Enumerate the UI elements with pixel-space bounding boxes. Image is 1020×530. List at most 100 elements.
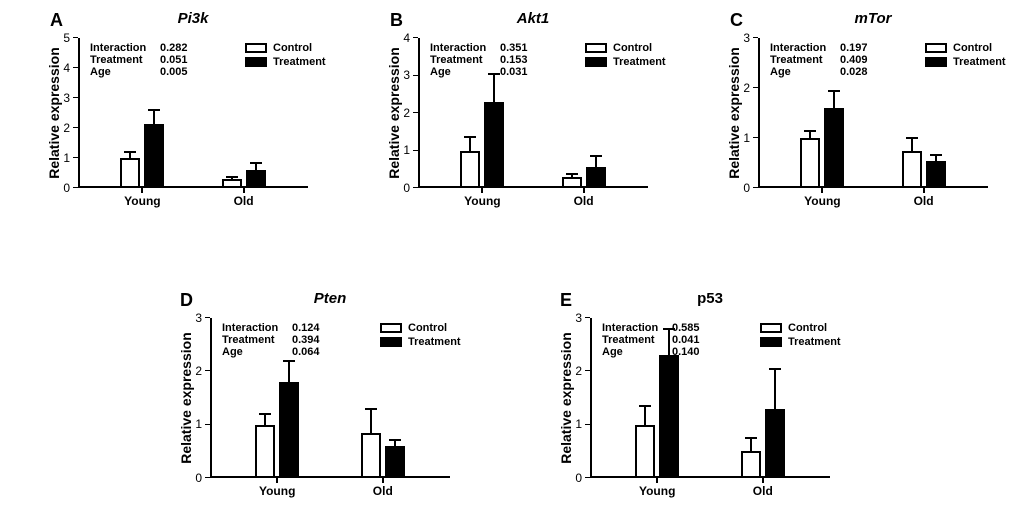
error-cap bbox=[639, 405, 651, 407]
error-bar bbox=[288, 361, 290, 382]
xtick-label: Young bbox=[102, 194, 182, 208]
error-cap bbox=[828, 90, 840, 92]
panel-label: D bbox=[180, 290, 193, 311]
xtick-mark bbox=[276, 478, 278, 483]
xtick-mark bbox=[923, 188, 925, 193]
ytick-mark bbox=[73, 127, 78, 128]
xtick-label: Old bbox=[204, 194, 284, 208]
ytick-mark bbox=[73, 187, 78, 188]
x-axis bbox=[210, 476, 450, 478]
ytick-mark bbox=[413, 112, 418, 113]
ytick-mark bbox=[413, 187, 418, 188]
error-cap bbox=[566, 173, 578, 175]
panel-label: C bbox=[730, 10, 743, 31]
error-bar bbox=[750, 438, 752, 451]
error-cap bbox=[590, 155, 602, 157]
x-axis bbox=[758, 186, 988, 188]
bar-treatment bbox=[279, 382, 299, 478]
xtick-mark bbox=[821, 188, 823, 193]
plot-area: 0123Relative expressionYoungOld bbox=[590, 318, 830, 478]
ytick-mark bbox=[413, 75, 418, 76]
panel-A: APi3kInteraction0.282Treatment0.051Age0.… bbox=[20, 10, 340, 220]
bar-control bbox=[460, 151, 480, 189]
ytick-mark bbox=[753, 187, 758, 188]
ytick-mark bbox=[585, 317, 590, 318]
x-axis bbox=[418, 186, 648, 188]
error-cap bbox=[906, 137, 918, 139]
bar-treatment bbox=[246, 170, 266, 188]
xtick-label: Young bbox=[782, 194, 862, 208]
error-bar bbox=[493, 74, 495, 102]
y-axis bbox=[758, 38, 760, 188]
error-cap bbox=[283, 360, 295, 362]
xtick-label: Young bbox=[237, 484, 317, 498]
error-cap bbox=[226, 176, 238, 178]
ytick-mark bbox=[753, 37, 758, 38]
error-cap bbox=[250, 162, 262, 164]
ytick-mark bbox=[205, 370, 210, 371]
xtick-mark bbox=[762, 478, 764, 483]
error-cap bbox=[930, 154, 942, 156]
panel-label: A bbox=[50, 10, 63, 31]
ytick-mark bbox=[753, 137, 758, 138]
error-cap bbox=[769, 368, 781, 370]
bar-control bbox=[120, 158, 140, 188]
error-bar bbox=[595, 156, 597, 167]
y-axis-label: Relative expression bbox=[46, 38, 62, 188]
error-bar bbox=[774, 369, 776, 409]
y-axis-label: Relative expression bbox=[386, 38, 402, 188]
ytick-mark bbox=[413, 37, 418, 38]
xtick-mark bbox=[243, 188, 245, 193]
panel-C: CmTorInteraction0.197Treatment0.409Age0.… bbox=[700, 10, 1020, 220]
ytick-mark bbox=[73, 67, 78, 68]
bar-treatment bbox=[385, 446, 405, 478]
x-axis bbox=[78, 186, 308, 188]
bar-control bbox=[741, 451, 761, 478]
plot-area: 0123Relative expressionYoungOld bbox=[758, 38, 988, 188]
bar-treatment bbox=[659, 355, 679, 478]
panel-E: Ep53Interaction0.585Treatment0.041Age0.1… bbox=[530, 290, 860, 510]
bar-treatment bbox=[484, 102, 504, 188]
panel-title: Pi3k bbox=[78, 10, 308, 27]
y-axis-label: Relative expression bbox=[178, 318, 194, 478]
bar-treatment bbox=[824, 108, 844, 188]
ytick-mark bbox=[585, 424, 590, 425]
error-cap bbox=[259, 413, 271, 415]
error-cap bbox=[124, 151, 136, 153]
ytick-mark bbox=[205, 424, 210, 425]
y-axis bbox=[590, 318, 592, 478]
ytick-mark bbox=[585, 370, 590, 371]
error-bar bbox=[469, 137, 471, 150]
xtick-label: Old bbox=[343, 484, 423, 498]
ytick-mark bbox=[73, 37, 78, 38]
plot-area: 0123Relative expressionYoungOld bbox=[210, 318, 450, 478]
error-cap bbox=[804, 130, 816, 132]
ytick-mark bbox=[73, 97, 78, 98]
bar-control bbox=[222, 179, 242, 188]
xtick-label: Old bbox=[544, 194, 624, 208]
error-cap bbox=[148, 109, 160, 111]
xtick-label: Old bbox=[884, 194, 964, 208]
xtick-label: Old bbox=[723, 484, 803, 498]
panel-D: DPtenInteraction0.124Treatment0.394Age0.… bbox=[150, 290, 480, 510]
error-cap bbox=[389, 439, 401, 441]
error-bar bbox=[255, 163, 257, 171]
error-bar bbox=[809, 131, 811, 139]
y-axis-label: Relative expression bbox=[726, 38, 742, 188]
bar-treatment bbox=[926, 161, 946, 189]
panel-B: BAkt1Interaction0.351Treatment0.153Age0.… bbox=[360, 10, 680, 220]
ytick-mark bbox=[73, 157, 78, 158]
panel-label: B bbox=[390, 10, 403, 31]
y-axis bbox=[418, 38, 420, 188]
error-cap bbox=[488, 73, 500, 75]
error-bar bbox=[911, 138, 913, 151]
panel-title: Pten bbox=[210, 290, 450, 307]
error-bar bbox=[264, 414, 266, 425]
xtick-mark bbox=[141, 188, 143, 193]
error-cap bbox=[745, 437, 757, 439]
error-cap bbox=[663, 328, 675, 330]
xtick-label: Young bbox=[442, 194, 522, 208]
y-axis-label: Relative expression bbox=[558, 318, 574, 478]
panel-title: Akt1 bbox=[418, 10, 648, 27]
error-bar bbox=[370, 409, 372, 433]
